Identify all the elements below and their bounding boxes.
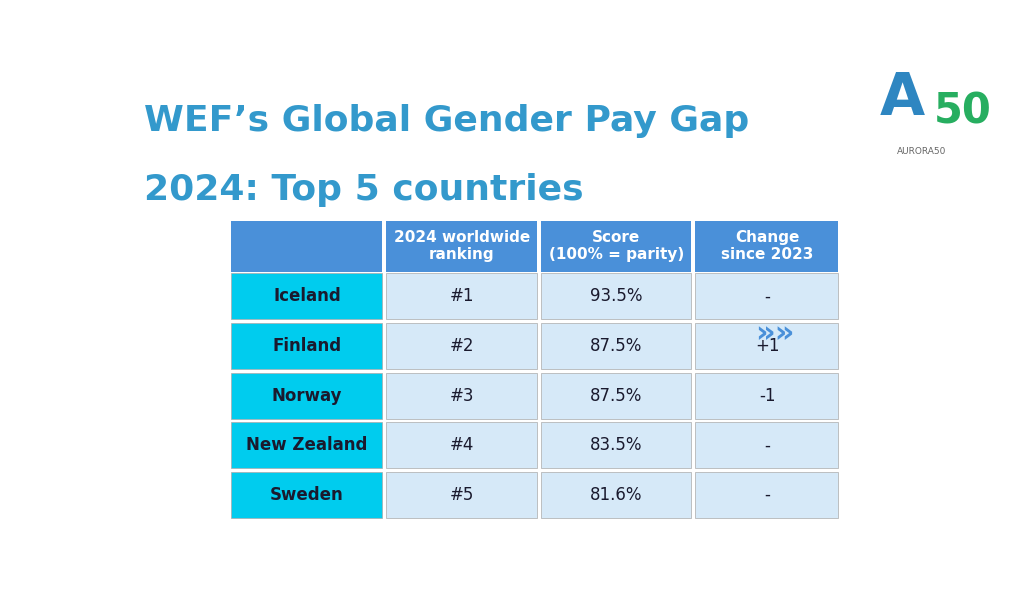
Text: -: -	[764, 436, 770, 454]
Text: Score
(100% = parity): Score (100% = parity)	[549, 230, 684, 262]
FancyBboxPatch shape	[386, 472, 537, 518]
FancyBboxPatch shape	[386, 423, 537, 469]
Text: -: -	[764, 486, 770, 504]
Text: 2024: Top 5 countries: 2024: Top 5 countries	[143, 173, 584, 207]
FancyBboxPatch shape	[386, 373, 537, 418]
Text: A: A	[880, 70, 925, 127]
Text: Finland: Finland	[272, 337, 342, 355]
FancyBboxPatch shape	[231, 273, 382, 319]
FancyBboxPatch shape	[695, 373, 839, 418]
FancyBboxPatch shape	[386, 220, 537, 272]
Text: AURORA50: AURORA50	[897, 147, 946, 156]
FancyBboxPatch shape	[541, 273, 691, 319]
FancyBboxPatch shape	[386, 273, 537, 319]
FancyBboxPatch shape	[695, 472, 839, 518]
Text: +1: +1	[755, 337, 779, 355]
FancyBboxPatch shape	[695, 273, 839, 319]
FancyBboxPatch shape	[231, 323, 382, 369]
Text: 83.5%: 83.5%	[590, 436, 643, 454]
FancyBboxPatch shape	[541, 373, 691, 418]
Text: 93.5%: 93.5%	[590, 287, 643, 306]
FancyBboxPatch shape	[231, 472, 382, 518]
Text: #2: #2	[450, 337, 474, 355]
Text: Iceland: Iceland	[273, 287, 341, 306]
FancyBboxPatch shape	[231, 423, 382, 469]
Text: Change
since 2023: Change since 2023	[721, 230, 813, 262]
FancyBboxPatch shape	[695, 323, 839, 369]
Text: #4: #4	[450, 436, 474, 454]
FancyBboxPatch shape	[231, 373, 382, 418]
Text: #3: #3	[450, 387, 474, 405]
Text: 50: 50	[934, 91, 991, 133]
Text: 87.5%: 87.5%	[590, 337, 643, 355]
Text: WEF’s Global Gender Pay Gap: WEF’s Global Gender Pay Gap	[143, 104, 750, 138]
Text: New Zealand: New Zealand	[246, 436, 368, 454]
Text: 81.6%: 81.6%	[590, 486, 643, 504]
Text: Sweden: Sweden	[270, 486, 344, 504]
Text: »»: »»	[755, 319, 795, 348]
FancyBboxPatch shape	[231, 220, 382, 272]
Text: Norway: Norway	[271, 387, 342, 405]
FancyBboxPatch shape	[695, 220, 839, 272]
Text: 2024 worldwide
ranking: 2024 worldwide ranking	[393, 230, 529, 262]
Text: -: -	[764, 287, 770, 306]
FancyBboxPatch shape	[695, 423, 839, 469]
Text: 87.5%: 87.5%	[590, 387, 643, 405]
FancyBboxPatch shape	[541, 472, 691, 518]
Text: #1: #1	[450, 287, 474, 306]
Text: -1: -1	[759, 387, 775, 405]
FancyBboxPatch shape	[386, 323, 537, 369]
FancyBboxPatch shape	[541, 323, 691, 369]
FancyBboxPatch shape	[541, 220, 691, 272]
FancyBboxPatch shape	[541, 423, 691, 469]
Text: #5: #5	[450, 486, 474, 504]
